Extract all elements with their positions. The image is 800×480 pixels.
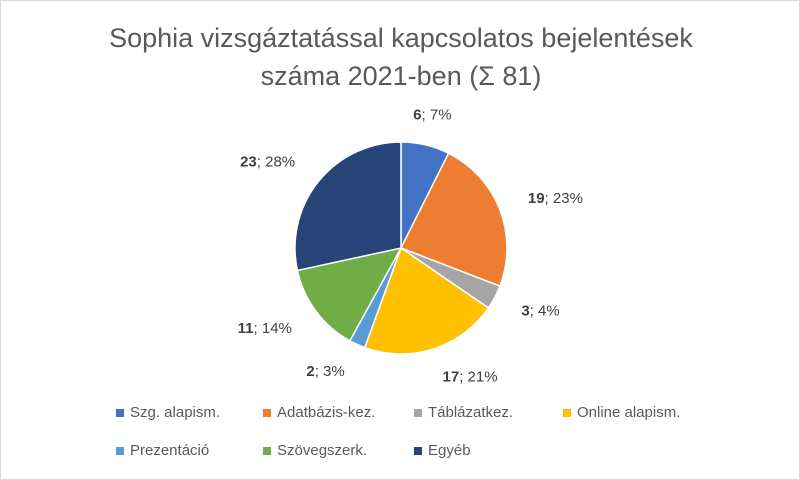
data-label-percent: 21% <box>468 368 498 385</box>
data-label-percent: 14% <box>262 320 292 337</box>
data-label: 17; 21% <box>443 368 498 385</box>
legend-label: Szg. alapism. <box>130 404 220 421</box>
data-label: 23; 28% <box>240 154 295 171</box>
legend-label: Táblázatkez. <box>428 404 513 421</box>
chart-title: Sophia vizsgáztatással kapcsolatos bejel… <box>109 23 693 91</box>
data-label-percent: 28% <box>265 154 295 171</box>
pie-slice <box>296 246 403 342</box>
legend-label: Szövegszerk. <box>277 442 367 459</box>
legend-swatch <box>414 447 422 455</box>
pie-slice <box>363 246 490 355</box>
data-label: 6; 7% <box>413 107 451 124</box>
data-label-percent: 23% <box>553 190 583 207</box>
legend-swatch <box>116 447 124 455</box>
legend-swatch <box>563 409 571 417</box>
data-label-value: 17 <box>443 368 460 385</box>
data-label: 19; 23% <box>528 190 583 207</box>
data-label-separator: ; <box>530 302 538 319</box>
legend-swatch <box>116 409 124 417</box>
legend-label: Adatbázis-kez. <box>277 404 375 421</box>
data-label-separator: ; <box>257 154 265 171</box>
legend-swatch <box>263 409 271 417</box>
data-label-percent: 7% <box>430 107 452 124</box>
data-label: 3; 4% <box>521 302 559 319</box>
pie-slice <box>399 152 508 288</box>
legend-label: Prezentáció <box>130 442 209 459</box>
data-label-separator: ; <box>422 107 430 124</box>
data-label-separator: ; <box>459 368 467 385</box>
data-label: 11; 14% <box>238 320 292 337</box>
data-label-percent: 4% <box>538 302 560 319</box>
data-label-separator: ; <box>315 363 323 380</box>
legend-label: Online alapism. <box>577 404 680 421</box>
pie-slice <box>294 141 402 272</box>
data-label-separator: ; <box>254 320 262 337</box>
data-label-value: 19 <box>528 190 545 207</box>
data-label-value: 2 <box>306 363 314 380</box>
legend-swatch <box>414 409 422 417</box>
data-label-value: 11 <box>238 320 254 337</box>
data-label-separator: ; <box>545 190 553 207</box>
legend-swatch <box>263 447 271 455</box>
data-label-value: 6 <box>413 107 421 124</box>
data-label-value: 23 <box>240 154 257 171</box>
data-label-value: 3 <box>521 302 529 319</box>
legend-label: Egyéb <box>428 442 471 459</box>
data-label-percent: 3% <box>323 363 345 380</box>
data-label: 2; 3% <box>306 363 344 380</box>
